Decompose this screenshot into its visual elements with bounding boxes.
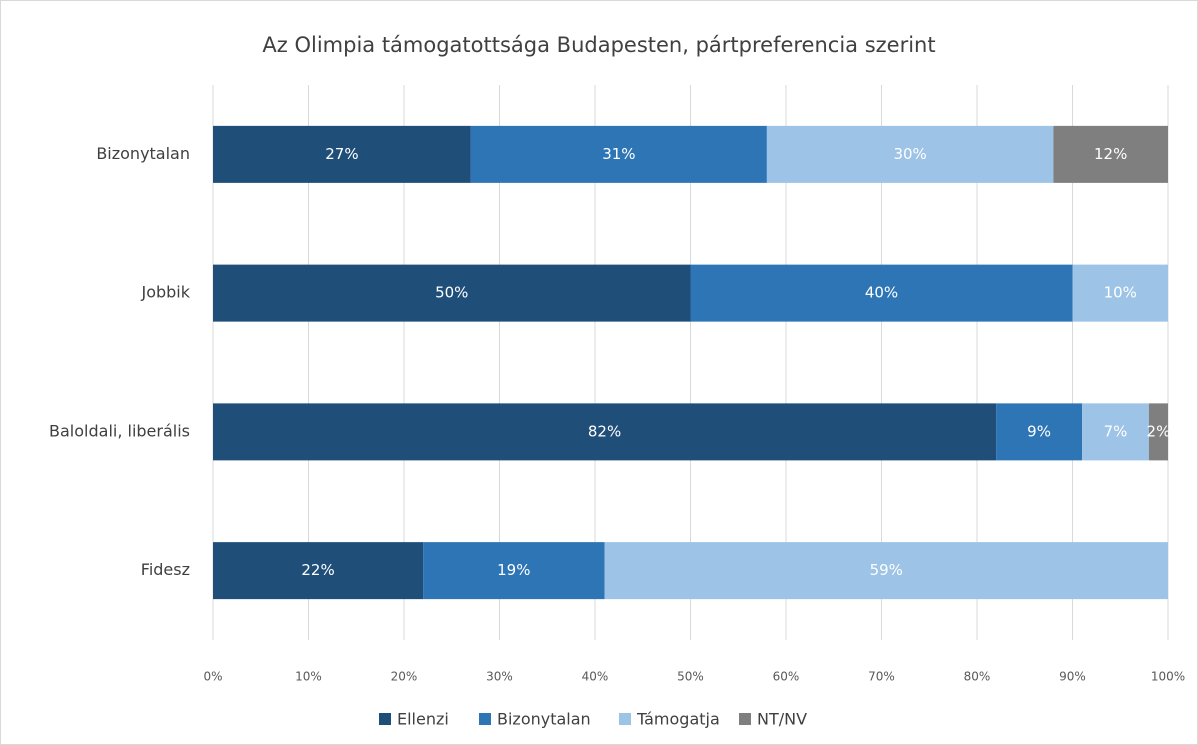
data-label: 82% [588, 422, 621, 440]
y-tick-label: Fidesz [141, 560, 190, 579]
legend-label: Ellenzi [397, 710, 449, 729]
bar-segment [996, 403, 1083, 461]
bar-segment [1148, 403, 1168, 461]
x-tick-label: 50% [677, 670, 704, 684]
legend-label: Támogatja [636, 710, 720, 729]
x-tick-label: 90% [1059, 670, 1086, 684]
bar-segment [213, 125, 471, 183]
x-tick-label: 40% [582, 670, 609, 684]
bar-segment [213, 264, 691, 322]
x-tick-label: 30% [486, 670, 513, 684]
bar-segment [1082, 403, 1149, 461]
bar-segment [604, 542, 1168, 600]
data-label: 40% [865, 284, 898, 302]
x-tick-label: 100% [1151, 670, 1185, 684]
bar-segment [766, 125, 1054, 183]
data-label: 12% [1094, 145, 1127, 163]
data-label: 27% [325, 145, 358, 163]
x-tick-label: 20% [391, 670, 418, 684]
bar-segment [213, 542, 424, 600]
legend-swatch [379, 713, 391, 725]
data-label: 9% [1027, 422, 1051, 440]
x-tick-label: 70% [868, 670, 895, 684]
chart-title: Az Olimpia támogatottsága Budapesten, pá… [262, 33, 935, 57]
x-tick-label: 60% [773, 670, 800, 684]
y-tick-label: Bizonytalan [96, 144, 190, 163]
data-label: 19% [497, 561, 530, 579]
bar-segment [1072, 264, 1168, 322]
bar-segment [423, 542, 605, 600]
bar-segment [690, 264, 1073, 322]
legend-swatch [479, 713, 491, 725]
bar-segment [470, 125, 767, 183]
data-label: 50% [435, 284, 468, 302]
data-label: 59% [870, 561, 903, 579]
x-tick-label: 0% [203, 670, 222, 684]
data-label: 22% [301, 561, 334, 579]
data-label: 7% [1104, 422, 1128, 440]
data-label: 10% [1104, 284, 1137, 302]
legend-label: Bizonytalan [497, 710, 591, 729]
x-tick-label: 10% [295, 670, 322, 684]
y-tick-label: Jobbik [140, 283, 190, 302]
bar-segment [213, 403, 997, 461]
legend-label: NT/NV [757, 710, 807, 729]
data-label: 2% [1147, 422, 1171, 440]
legend-swatch [739, 713, 751, 725]
data-label: 30% [893, 145, 926, 163]
data-label: 31% [602, 145, 635, 163]
y-tick-label: Baloldali, liberális [49, 421, 190, 440]
legend-swatch [619, 713, 631, 725]
bar-segment [1053, 125, 1168, 183]
x-tick-label: 80% [964, 670, 991, 684]
